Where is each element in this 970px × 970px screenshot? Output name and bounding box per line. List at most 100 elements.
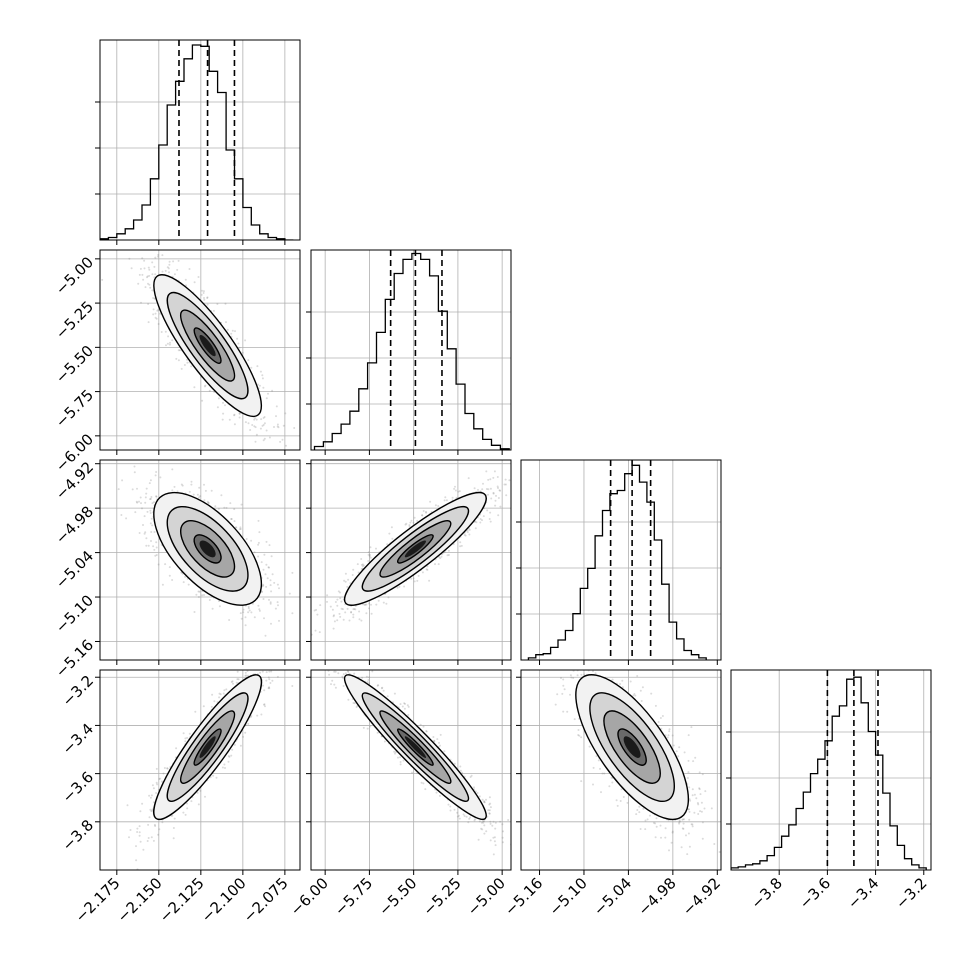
sample-point xyxy=(154,273,157,276)
sample-point xyxy=(185,284,187,287)
sample-point xyxy=(253,551,256,554)
sample-point xyxy=(307,643,309,645)
sample-point xyxy=(166,266,169,269)
histogram-panel-1 xyxy=(95,39,301,245)
sample-point xyxy=(184,575,187,578)
sample-point xyxy=(221,418,224,421)
sample-point xyxy=(315,608,318,611)
contour-line xyxy=(180,309,236,382)
sample-point xyxy=(454,485,456,488)
scatter-panel-4-1 xyxy=(95,646,301,875)
sample-point xyxy=(236,678,239,681)
sample-point xyxy=(329,605,332,608)
sample-point xyxy=(201,594,204,597)
sample-point xyxy=(151,524,154,527)
sample-point xyxy=(199,495,202,498)
sample-point xyxy=(350,611,353,614)
sample-point xyxy=(204,489,207,492)
sample-point xyxy=(350,611,353,613)
sample-point xyxy=(143,515,146,518)
sample-point xyxy=(264,573,267,576)
sample-point xyxy=(222,412,225,415)
sample-point xyxy=(326,600,328,603)
sample-point xyxy=(201,289,203,292)
sample-point xyxy=(344,580,347,583)
histogram-panel-2 xyxy=(306,249,512,455)
sample-point xyxy=(173,817,176,820)
sample-point xyxy=(157,308,160,311)
sample-point xyxy=(206,500,209,503)
sample-point xyxy=(208,599,211,601)
histogram-panel-3 xyxy=(516,459,722,665)
sample-point xyxy=(157,323,160,325)
sample-point xyxy=(224,302,227,305)
sample-point xyxy=(153,548,156,551)
sample-point xyxy=(353,608,356,610)
sample-point xyxy=(269,682,272,684)
sample-point xyxy=(269,579,272,582)
sample-point xyxy=(274,607,277,610)
sample-point xyxy=(370,603,372,606)
sample-point xyxy=(206,303,209,306)
sample-point xyxy=(265,397,268,400)
sample-point xyxy=(498,489,501,492)
sample-point xyxy=(496,476,499,478)
sample-point xyxy=(261,377,264,380)
sample-point xyxy=(141,257,144,260)
sample-point xyxy=(134,243,136,245)
sample-point xyxy=(268,436,271,439)
sample-point xyxy=(504,483,507,486)
sample-point xyxy=(269,584,272,587)
sample-point xyxy=(284,412,287,415)
sample-point xyxy=(473,487,476,490)
sample-point xyxy=(344,611,347,614)
sample-point xyxy=(326,594,329,597)
sample-point xyxy=(167,267,170,270)
sample-point xyxy=(151,273,154,276)
sample-point xyxy=(463,533,466,536)
sample-point xyxy=(265,429,268,432)
sample-point xyxy=(396,586,399,589)
sample-point xyxy=(168,263,171,266)
sample-point xyxy=(255,433,258,436)
sample-point xyxy=(263,617,265,620)
sample-point xyxy=(152,308,155,311)
sample-point xyxy=(262,423,265,426)
sample-point xyxy=(481,519,483,522)
sample-point xyxy=(272,646,274,648)
sample-point xyxy=(416,519,419,522)
sample-point xyxy=(485,470,488,473)
sample-point xyxy=(375,547,377,550)
sample-point xyxy=(413,580,416,583)
sample-point xyxy=(202,290,205,293)
sample-point xyxy=(145,487,148,490)
sample-point xyxy=(255,418,258,421)
sample-point xyxy=(169,341,171,344)
sample-point xyxy=(499,489,502,492)
sample-point xyxy=(453,487,456,490)
sample-point xyxy=(231,329,234,332)
sample-point xyxy=(258,531,261,534)
sample-point xyxy=(240,617,243,620)
sample-point xyxy=(352,608,355,611)
sample-point xyxy=(421,571,424,574)
sample-point xyxy=(180,367,183,370)
sample-point xyxy=(247,422,250,425)
sample-point xyxy=(235,526,238,529)
sample-point xyxy=(253,616,256,619)
sample-point xyxy=(168,343,171,346)
sample-point xyxy=(258,609,261,612)
sample-point xyxy=(155,546,158,549)
sample-point xyxy=(157,253,160,256)
sample-point xyxy=(207,502,210,504)
sample-point xyxy=(186,802,188,805)
sample-point xyxy=(271,389,274,392)
sample-point xyxy=(203,298,206,301)
sample-point xyxy=(251,424,254,426)
sample-point xyxy=(291,571,294,574)
sample-point xyxy=(481,488,484,491)
sample-point xyxy=(242,611,245,614)
sample-point xyxy=(244,421,247,424)
sample-point xyxy=(352,568,355,571)
sample-point xyxy=(331,608,334,611)
